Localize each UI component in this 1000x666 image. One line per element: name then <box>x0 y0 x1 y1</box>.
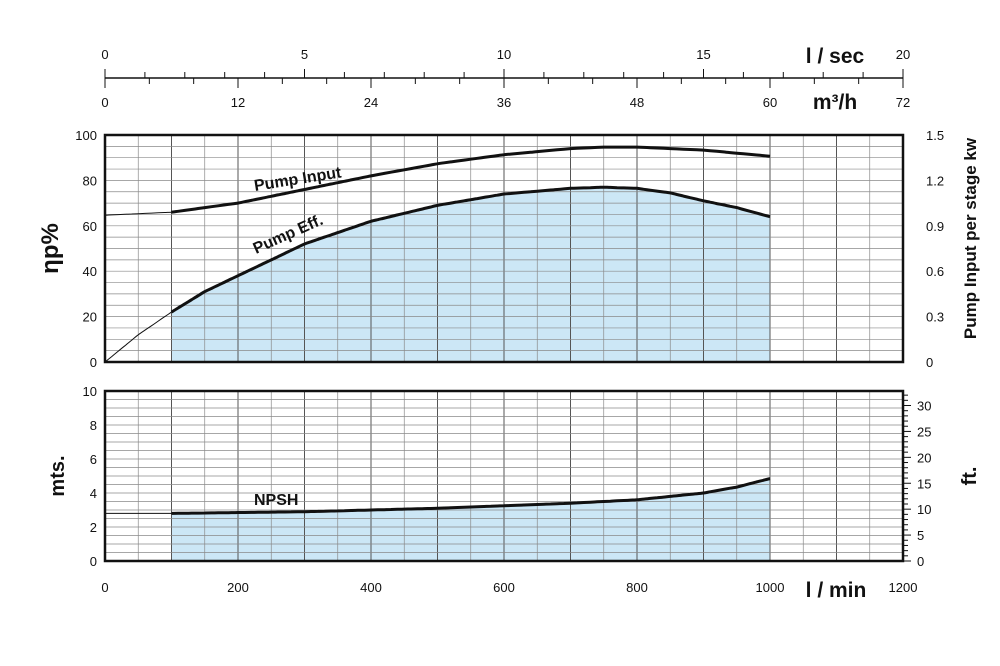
left-tick-label: 40 <box>83 264 97 279</box>
left-tick-label: 100 <box>75 128 97 143</box>
right-tick-label: 15 <box>917 476 931 491</box>
right-tick-label: 10 <box>917 502 931 517</box>
x-tick-label: 400 <box>360 580 382 595</box>
top-flow-axes: 0 5 10 15 20 l / sec 0 12 24 36 48 60 72 m³/h <box>101 45 910 114</box>
lsec-tick-label: 10 <box>497 47 511 62</box>
left-tick-label: 0 <box>90 554 97 569</box>
left-tick-label: 2 <box>90 520 97 535</box>
right-tick-label: 1.2 <box>926 173 944 188</box>
lsec-tick-label: 15 <box>696 47 710 62</box>
right-tick-label: 5 <box>917 528 924 543</box>
lsec-tick-label: 0 <box>101 47 108 62</box>
right-tick-label: 20 <box>917 450 931 465</box>
npsh-curve-label: NPSH <box>254 492 298 509</box>
lsec-tick-label: 5 <box>301 47 308 62</box>
left-tick-label: 10 <box>83 384 97 399</box>
right-tick-label: 0 <box>917 554 924 569</box>
right-tick-label: 0.9 <box>926 219 944 234</box>
right-tick-label: 1.5 <box>926 128 944 143</box>
m3h-tick-label: 0 <box>101 95 108 110</box>
left-tick-label: 20 <box>83 310 97 325</box>
x-tick-label: 1200 <box>889 580 918 595</box>
right-tick-label: 25 <box>917 424 931 439</box>
left-tick-label: 8 <box>90 418 97 433</box>
left-axis-label: ηp% <box>37 223 64 274</box>
series-curve <box>170 185 771 314</box>
lsec-tick-label: 20 <box>896 47 910 62</box>
m3h-tick-label: 48 <box>630 95 644 110</box>
npsh-panel: 0 2 4 6 8 10 0 5 10 15 20 25 30 mts. ft. NPSH 0 200 400 600… <box>47 384 981 602</box>
left-tick-label: 0 <box>90 355 97 370</box>
series-curve <box>171 477 771 515</box>
x-axis-label: l / min <box>806 579 867 602</box>
panel-frame <box>103 133 905 364</box>
right-tick-label: 0 <box>926 355 933 370</box>
x-tick-label: 0 <box>101 580 108 595</box>
x-tick-label: 1000 <box>756 580 785 595</box>
x-tick-label: 600 <box>493 580 515 595</box>
series-curve-extension <box>104 311 172 363</box>
series-curve-extension <box>104 211 172 216</box>
m3h-unit-label: m³/h <box>813 91 857 114</box>
m3h-tick-label: 72 <box>896 95 910 110</box>
right-tick-label: 0.6 <box>926 264 944 279</box>
right-axis-label: Pump Input per stage kw <box>961 137 980 339</box>
x-tick-label: 200 <box>227 580 249 595</box>
panel-frame <box>103 389 905 563</box>
right-tick-label: 0.3 <box>926 310 944 325</box>
m3h-tick-label: 36 <box>497 95 511 110</box>
m3h-tick-label: 12 <box>231 95 245 110</box>
m3h-tick-label: 24 <box>364 95 378 110</box>
left-tick-label: 80 <box>83 173 97 188</box>
m3h-tick-label: 60 <box>763 95 777 110</box>
lsec-unit-label: l / sec <box>806 45 865 68</box>
efficiency-power-panel: 0 20 40 60 80 100 0 0.3 0.6 0.9 1.2 1.5 ηp% Pump Inpu… <box>37 128 980 370</box>
right-axis-label: ft. <box>959 467 981 486</box>
left-tick-label: 60 <box>83 219 97 234</box>
left-axis-label: mts. <box>47 455 69 496</box>
left-tick-label: 6 <box>90 452 97 467</box>
right-tick-label: 30 <box>917 399 931 414</box>
series-curve <box>171 145 771 214</box>
x-tick-label: 800 <box>626 580 648 595</box>
left-tick-label: 4 <box>90 486 97 501</box>
